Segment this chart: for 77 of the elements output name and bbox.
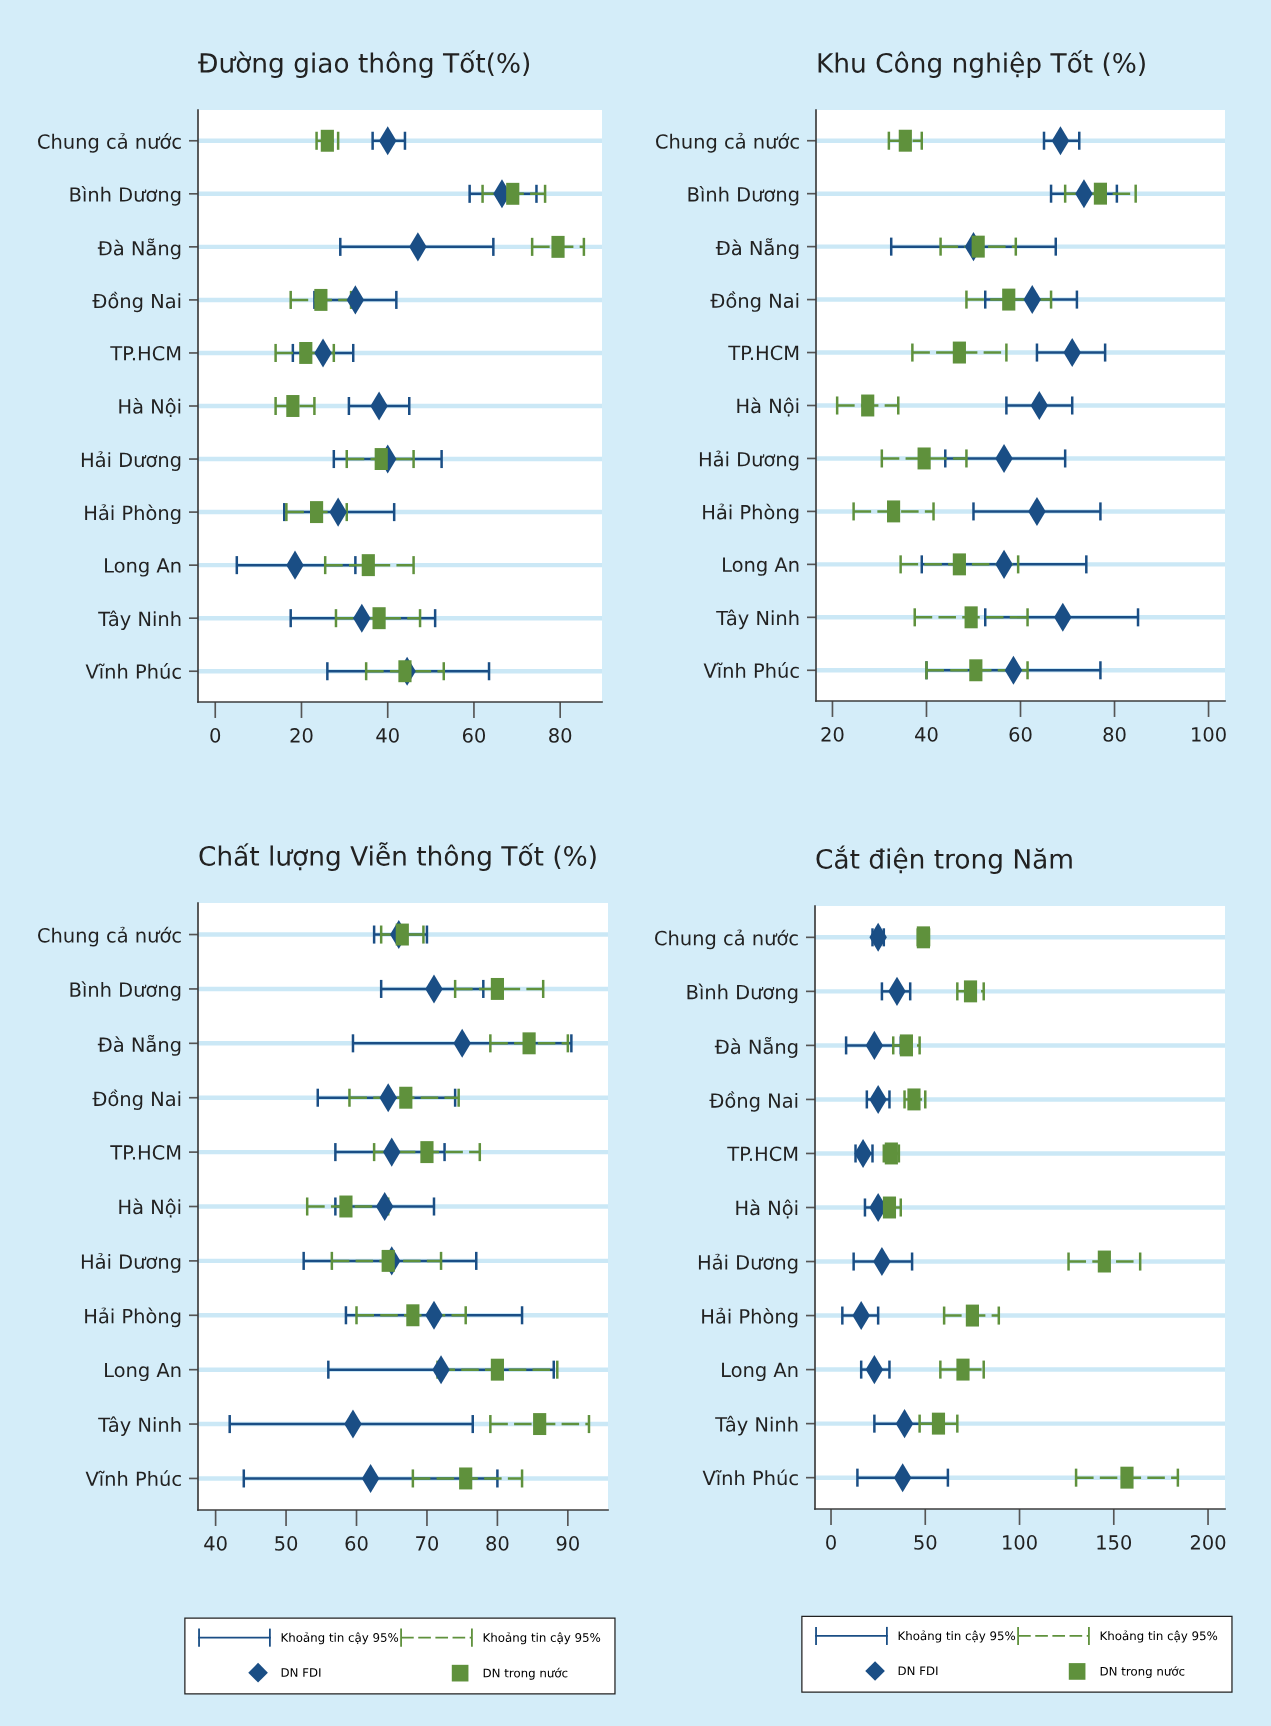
x-tick-label: 50 xyxy=(275,1536,298,1551)
x-tick-label: 100 xyxy=(1192,727,1226,742)
y-tick-label: Vĩnh Phúc xyxy=(85,1470,181,1487)
y-tick-label: Long An xyxy=(723,557,799,576)
y-tick-label: Hải Dương xyxy=(81,451,181,471)
text: Khoảng tin cậy 95% xyxy=(1100,1630,1218,1643)
y-tick-label: Bình Dương xyxy=(70,981,181,1001)
y-tick-label: Hải Phòng xyxy=(85,504,181,525)
x-tick-label: 50 xyxy=(914,1535,937,1550)
y-tick-label: Chung cả nước xyxy=(38,926,181,947)
y-tick-label: Đà Nẵng xyxy=(714,1036,798,1058)
x-tick-label: 80 xyxy=(1103,727,1126,742)
x-tick-label: 200 xyxy=(1190,1535,1226,1550)
y-tick-label: Đà Nẵng xyxy=(715,238,799,260)
x-tick-label: 100 xyxy=(1003,1535,1037,1550)
chart-title: Đường giao thông Tốt(%) xyxy=(198,50,530,78)
y-tick-label: Bình Dương xyxy=(70,186,181,206)
y-tick-label: Đồng Nai xyxy=(92,291,181,313)
legend-label: DN trong nước xyxy=(1100,1666,1185,1679)
y-tick-label: Chung cả nước xyxy=(655,929,798,950)
text: Khoảng tin cậy 95% xyxy=(483,1632,601,1645)
x-tick-label: 0 xyxy=(210,728,221,743)
x-tick-label: 20 xyxy=(821,727,844,742)
y-tick-label: Hải Phòng xyxy=(702,1307,798,1328)
y-tick-label: Hải Dương xyxy=(81,1253,181,1273)
y-tick-label: Đồng Nai xyxy=(709,1091,798,1112)
x-tick-label: 90 xyxy=(556,1536,579,1551)
y-tick-label: Đà Nẵng xyxy=(97,1034,181,1056)
y-tick-label: Hà Nội xyxy=(119,397,181,418)
y-tick-label: Đồng Nai xyxy=(92,1089,181,1110)
y-tick-label: Tây Ninh xyxy=(715,1415,798,1436)
x-tick-label: 60 xyxy=(462,728,486,743)
y-tick-label: Bình Dương xyxy=(687,983,798,1004)
legend-label: DN FDI xyxy=(898,1666,938,1676)
y-tick-label: Tây Ninh xyxy=(98,610,181,631)
x-tick-label: 40 xyxy=(915,727,938,742)
y-tick-label: Long An xyxy=(105,1362,181,1382)
y-tick-label: Long An xyxy=(105,558,181,577)
y-tick-label: Vĩnh Phúc xyxy=(85,663,181,679)
legend-label: DN trong nước xyxy=(483,1667,568,1680)
y-tick-label: Tây Ninh xyxy=(98,1416,181,1436)
y-tick-label: TP.HCM xyxy=(727,1146,798,1162)
x-tick-label: 150 xyxy=(1097,1535,1132,1550)
chart-title: Khu Công nghiệp Tốt (%) xyxy=(818,50,1145,78)
x-tick-label: 0 xyxy=(826,1535,836,1550)
text: Khoảng tin cậy 95% xyxy=(281,1632,399,1645)
y-tick-label: Long An xyxy=(722,1362,798,1382)
y-tick-label: Hải Dương xyxy=(699,450,799,471)
y-tick-label: Vĩnh Phúc xyxy=(702,1469,798,1486)
y-tick-label: TP.HCM xyxy=(110,1145,181,1160)
y-tick-label: Hà Nội xyxy=(736,1199,798,1219)
x-tick-label: 40 xyxy=(376,728,399,743)
y-tick-label: Bình Dương xyxy=(688,185,799,206)
legend-label: DN FDI xyxy=(281,1668,321,1677)
y-tick-label: Hải Phòng xyxy=(703,503,799,524)
y-tick-label: Đà Nẵng xyxy=(97,238,181,260)
chart-title: Cắt điện trong Năm xyxy=(816,845,1072,874)
x-tick-label: 60 xyxy=(1009,727,1032,742)
x-tick-label: 70 xyxy=(416,1536,439,1551)
text: Khoảng tin cậy 95% xyxy=(898,1630,1016,1643)
y-tick-label: Hà Nội xyxy=(737,397,799,417)
x-tick-label: 20 xyxy=(290,728,313,743)
y-tick-label: Hải Dương xyxy=(698,1253,798,1274)
y-tick-label: Chung cả nước xyxy=(656,132,799,153)
x-tick-label: 40 xyxy=(204,1536,227,1551)
y-tick-label: Hải Phòng xyxy=(85,1307,181,1328)
y-tick-label: TP.HCM xyxy=(728,345,799,361)
y-tick-label: TP.HCM xyxy=(110,345,181,361)
y-tick-label: Đồng Nai xyxy=(710,291,799,312)
x-tick-label: 80 xyxy=(549,728,572,743)
y-tick-label: Hà Nội xyxy=(119,1198,181,1218)
x-tick-label: 80 xyxy=(486,1536,509,1551)
x-tick-label: 60 xyxy=(345,1536,368,1551)
y-tick-label: Tây Ninh xyxy=(716,609,799,630)
y-tick-label: Chung cả nước xyxy=(38,132,181,153)
chart-title: Chất lượng Viễn thông Tốt (%) xyxy=(199,842,596,871)
y-tick-label: Vĩnh Phúc xyxy=(703,662,799,678)
